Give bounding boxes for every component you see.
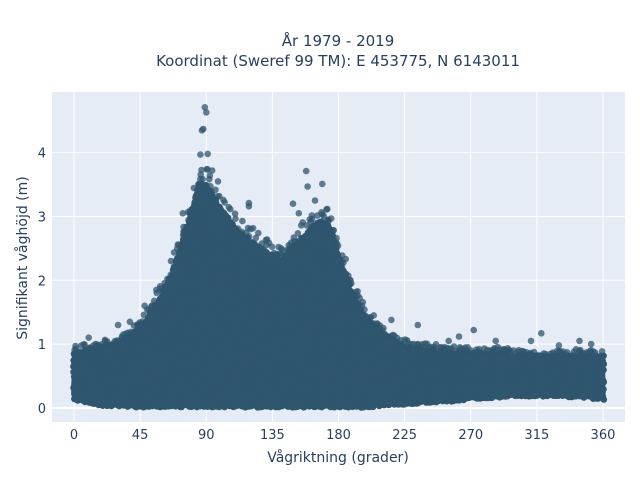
- scatter-points: [70, 104, 608, 411]
